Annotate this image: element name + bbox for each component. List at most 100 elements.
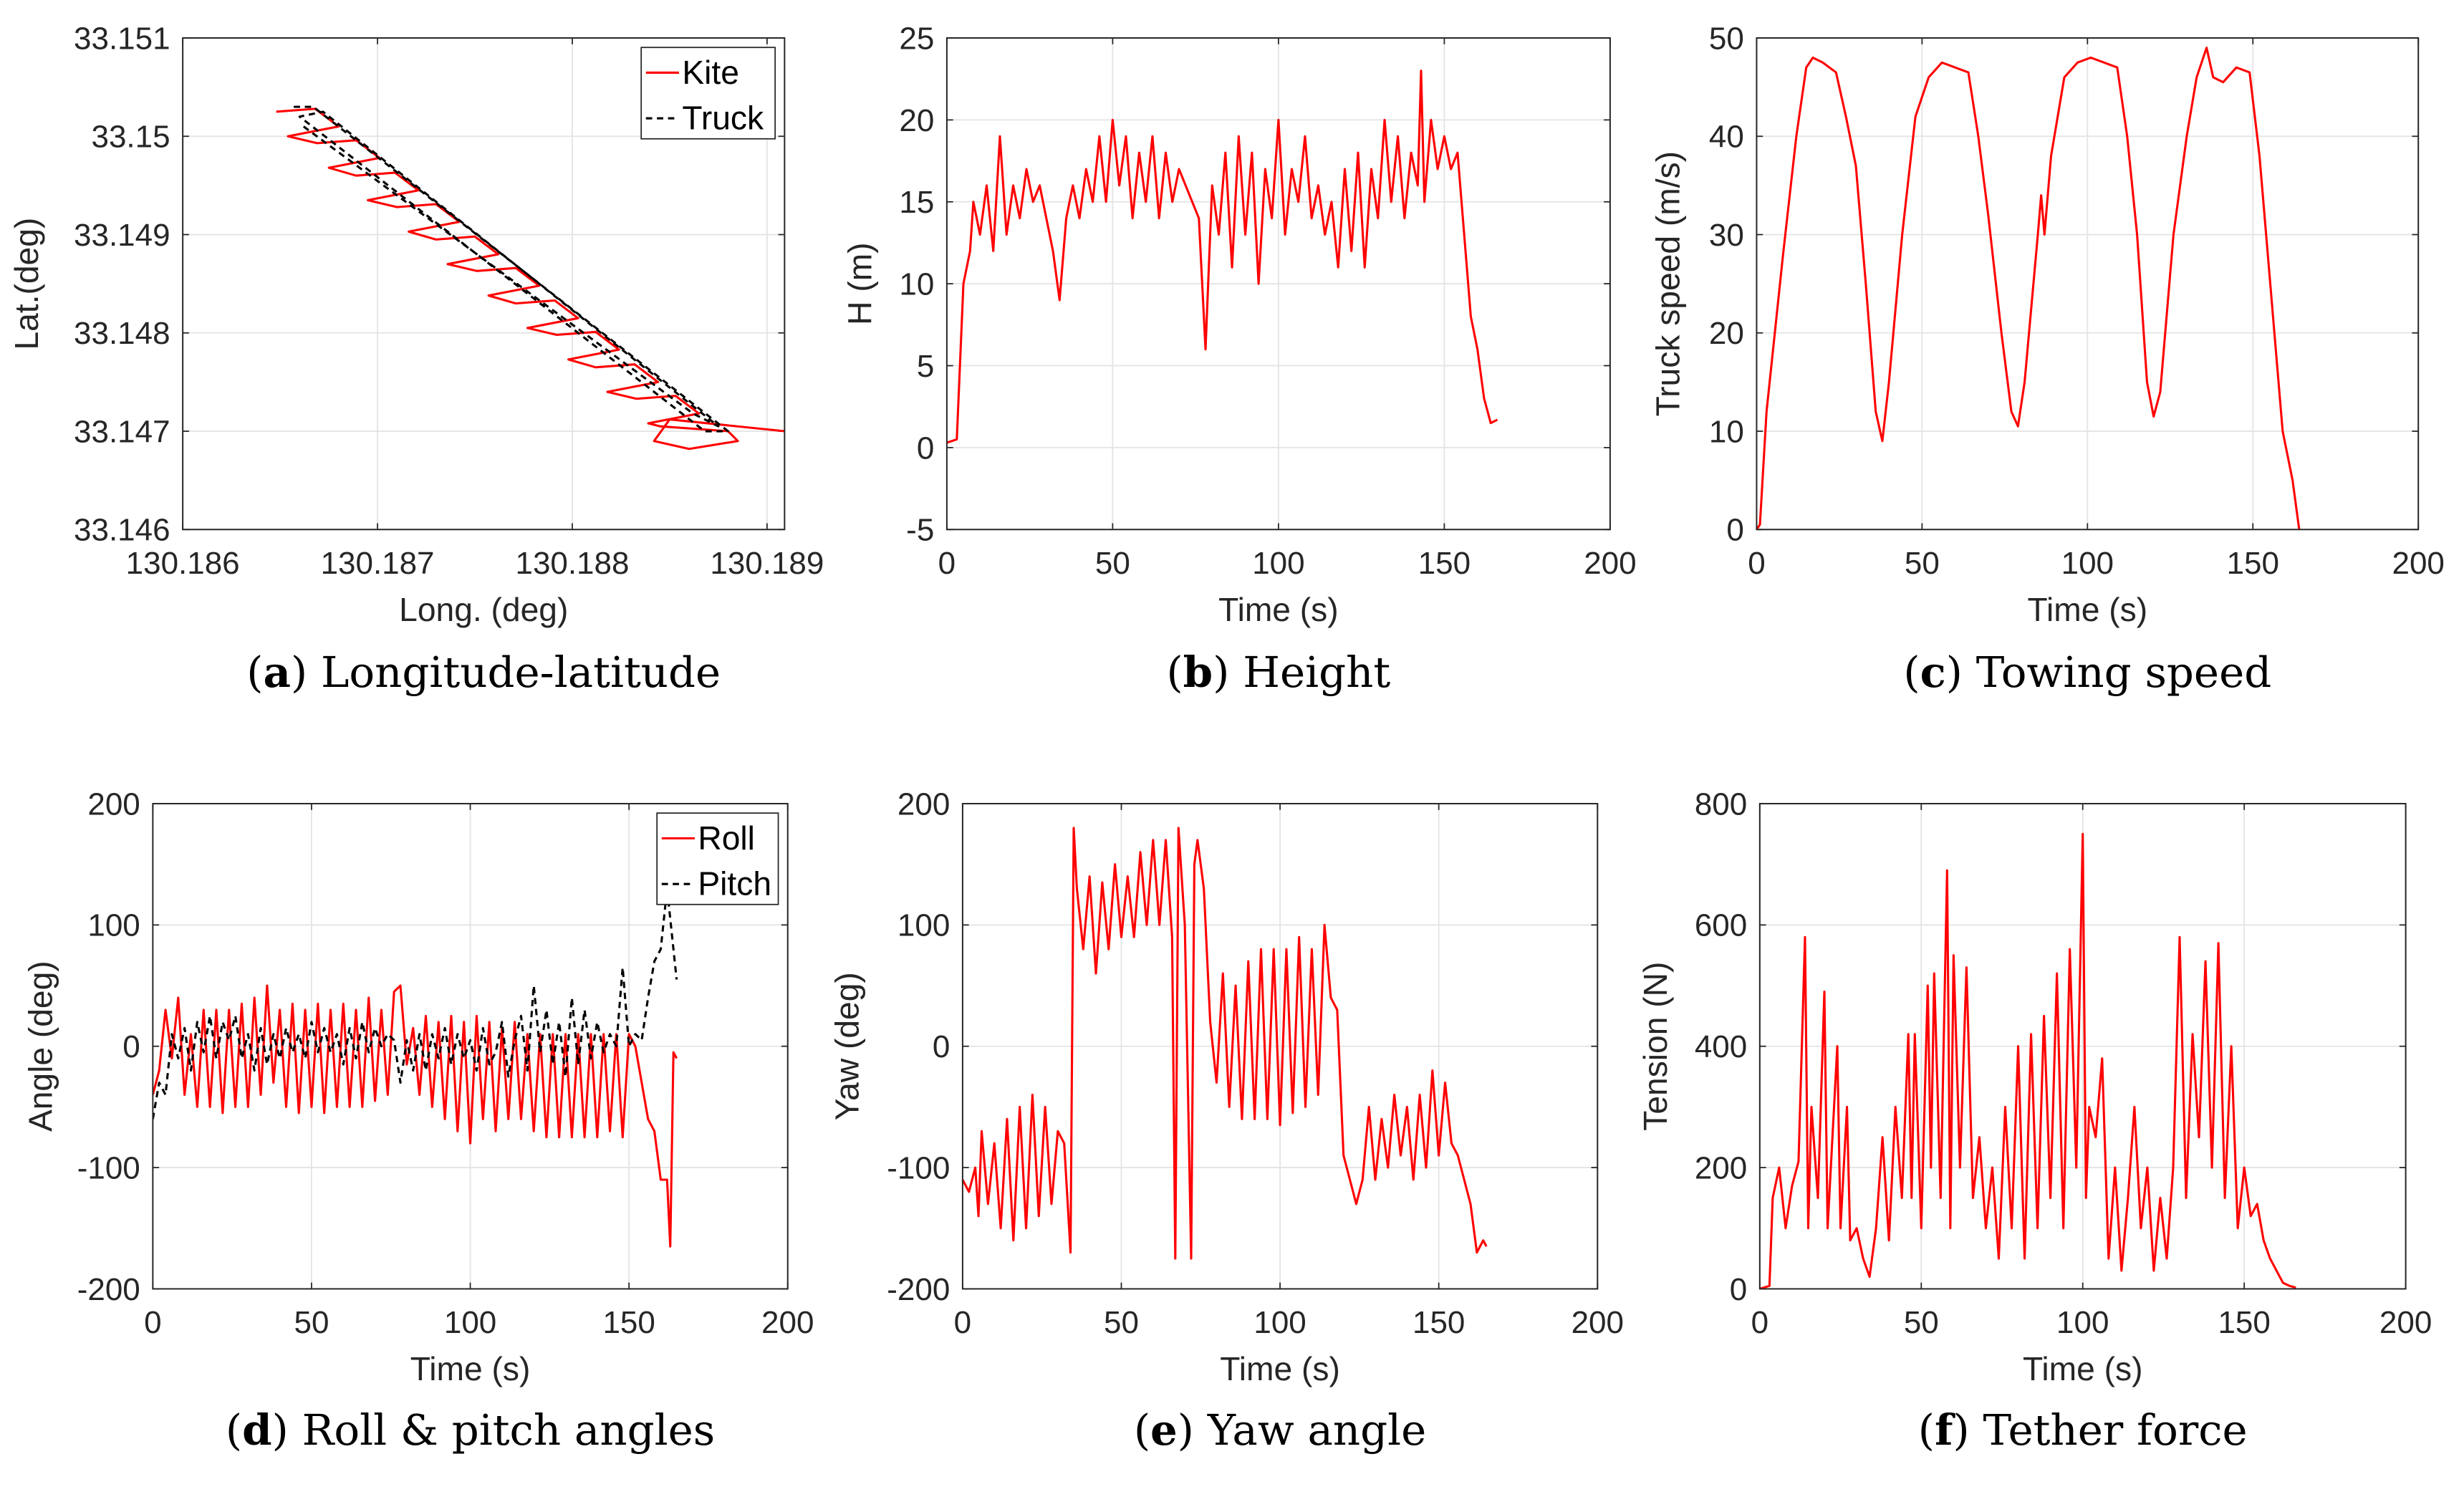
x-tick-label: 50 xyxy=(1095,546,1130,581)
y-tick-label: 33.146 xyxy=(74,513,170,548)
y-axis-label: Truck speed (m/s) xyxy=(1650,151,1687,416)
y-tick-label: 100 xyxy=(897,908,950,943)
subplot-caption: (e) Yaw angle xyxy=(1134,1405,1426,1455)
subplot-c: 0 50 100 150 200 0 10 20 30 40 50 Time (s) Truck spe… xyxy=(1650,21,2445,698)
x-tick-label: 100 xyxy=(444,1305,496,1340)
caption-letter: b xyxy=(1183,648,1213,698)
caption-paren: ( xyxy=(1167,648,1183,698)
y-tick-label: 20 xyxy=(1709,316,1744,351)
y-tick-label: 400 xyxy=(1695,1029,1747,1064)
x-tick-label: 0 xyxy=(954,1305,971,1340)
subplot-caption: (f) Tether force xyxy=(1918,1405,2248,1455)
axes-frame xyxy=(182,37,786,531)
series-line-height xyxy=(946,69,1498,444)
subplot-f: 0 50 100 150 200 0 200 400 600 800 Time (s) Tension… xyxy=(1637,786,2432,1455)
subplot-e: 0 50 100 150 200 -200 -100 0 100 200 Time (s) Yaw (… xyxy=(829,786,1624,1455)
y-tick-label: 25 xyxy=(899,21,934,56)
y-tick-label: 800 xyxy=(1695,786,1747,822)
y-tick-label: 0 xyxy=(1730,1272,1747,1307)
legend-label: Roll xyxy=(698,819,755,857)
x-axis-label: Time (s) xyxy=(1218,591,1339,628)
y-tick-label: -200 xyxy=(887,1272,950,1307)
caption-letter: d xyxy=(242,1405,272,1455)
caption-text: Longitude-latitude xyxy=(321,648,721,698)
y-tick-label: -100 xyxy=(887,1150,950,1185)
y-axis-label: H (m) xyxy=(841,242,878,324)
series-line-roll xyxy=(153,984,678,1248)
x-tick-label: 150 xyxy=(2227,546,2279,581)
caption-paren: ) xyxy=(272,1406,302,1455)
series-line-kite xyxy=(276,107,785,451)
caption-paren: ) xyxy=(1946,648,1976,698)
y-tick-label: -100 xyxy=(77,1150,140,1185)
axes-frame xyxy=(1758,802,2407,1290)
y-tick-label: 10 xyxy=(899,267,934,302)
series-line-truck xyxy=(294,105,730,433)
x-tick-label: 200 xyxy=(761,1305,814,1340)
axes-frame xyxy=(152,802,789,1290)
y-tick-label: 30 xyxy=(1709,218,1744,253)
caption-paren: ( xyxy=(1918,1406,1935,1455)
legend-box xyxy=(656,812,779,905)
x-tick-label: 50 xyxy=(1904,1305,1939,1340)
x-tick-label: 100 xyxy=(2061,546,2114,581)
y-tick-label: 50 xyxy=(1709,21,1744,56)
caption-paren: ( xyxy=(1903,648,1920,698)
x-tick-label: 100 xyxy=(1253,1305,1306,1340)
y-axis-label: Lat.(deg) xyxy=(8,218,45,350)
x-tick-label: 200 xyxy=(1572,1305,1624,1340)
caption-paren: ) xyxy=(1178,1406,1208,1455)
x-axis-label: Time (s) xyxy=(1220,1350,1340,1387)
x-tick-label: 130.186 xyxy=(126,546,240,581)
x-tick-label: 150 xyxy=(2218,1305,2270,1340)
y-tick-label: 0 xyxy=(1726,513,1743,548)
x-tick-label: 50 xyxy=(1104,1305,1139,1340)
x-tick-label: 50 xyxy=(1905,546,1940,581)
y-tick-label: 10 xyxy=(1709,414,1744,449)
x-tick-label: 100 xyxy=(1252,546,1304,581)
caption-letter: e xyxy=(1150,1405,1178,1455)
y-axis-label: Yaw (deg) xyxy=(829,972,866,1120)
y-tick-label: 0 xyxy=(122,1029,140,1064)
y-tick-label: 33.147 xyxy=(74,414,170,449)
caption-text: Tether force xyxy=(1983,1406,2248,1455)
y-tick-label: 200 xyxy=(897,786,950,822)
x-axis-label: Time (s) xyxy=(410,1350,531,1387)
legend-label: Pitch xyxy=(698,865,771,902)
caption-text: Roll & pitch angles xyxy=(302,1406,716,1455)
x-tick-label: 130.187 xyxy=(321,546,435,581)
y-tick-label: 5 xyxy=(917,349,934,384)
axes-frame xyxy=(945,37,1611,531)
legend-label: Truck xyxy=(682,100,764,137)
x-tick-label: 130.189 xyxy=(710,546,824,581)
y-tick-label: -5 xyxy=(906,513,934,548)
subplot-d: 0 50 100 150 200 -200 -100 0 100 200 Time (s) Angle… xyxy=(22,786,814,1455)
y-axis-label: Angle (deg) xyxy=(22,961,59,1132)
axes-frame xyxy=(1756,37,2420,531)
legend-label: Kite xyxy=(682,54,739,91)
x-tick-label: 0 xyxy=(1748,546,1765,581)
x-tick-label: 0 xyxy=(1751,1305,1768,1340)
legend-box xyxy=(640,47,776,140)
axes-frame xyxy=(961,802,1599,1290)
x-tick-label: 150 xyxy=(602,1305,655,1340)
subplot-caption: (d) Roll & pitch angles xyxy=(226,1405,715,1455)
caption-text: Height xyxy=(1243,648,1390,698)
subplot-a: 130.186 130.187 130.188 130.189 33.146 33.147… xyxy=(8,21,824,698)
x-tick-label: 200 xyxy=(2379,1305,2432,1340)
caption-letter: c xyxy=(1920,648,1946,698)
series-line-truck-speed xyxy=(1756,47,2301,530)
caption-paren: ( xyxy=(226,1406,242,1455)
y-tick-label: 0 xyxy=(933,1029,950,1064)
caption-text: Yaw angle xyxy=(1207,1406,1426,1455)
caption-text: Towing speed xyxy=(1976,648,2271,698)
y-tick-label: 15 xyxy=(899,185,934,220)
caption-paren: ) xyxy=(291,648,321,698)
subplot-caption: (b) Height xyxy=(1167,648,1391,698)
series-line-tension xyxy=(1759,832,2296,1289)
x-tick-label: 200 xyxy=(2392,546,2445,581)
y-tick-label: 33.149 xyxy=(74,218,170,253)
y-tick-label: 33.148 xyxy=(74,316,170,351)
caption-paren: ) xyxy=(1213,648,1243,698)
